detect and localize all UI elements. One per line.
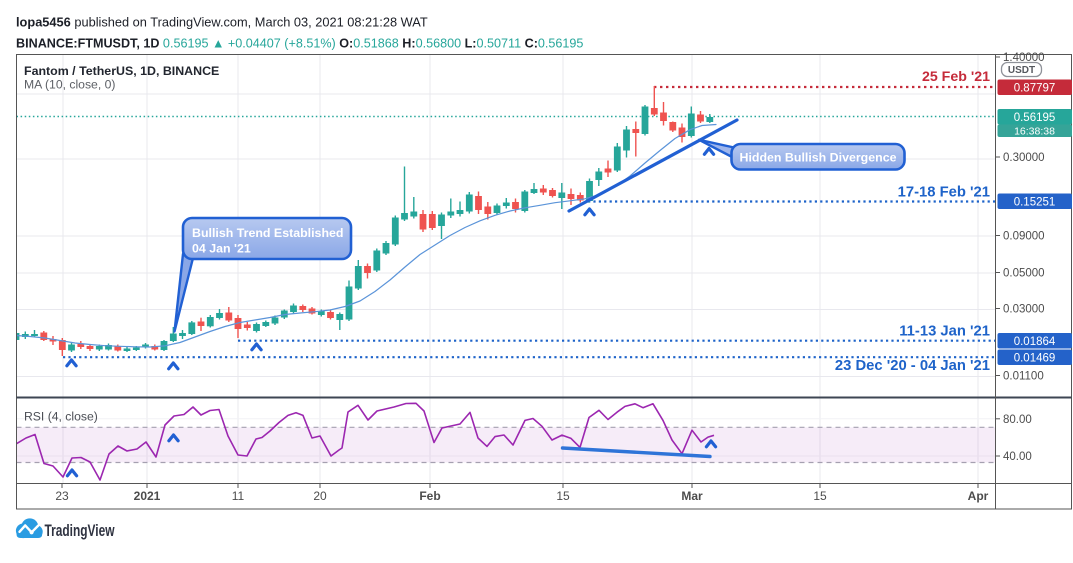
- svg-text:15: 15: [813, 489, 827, 503]
- svg-text:80.00: 80.00: [1003, 414, 1032, 426]
- svg-text:0.01100: 0.01100: [1003, 371, 1044, 383]
- svg-text:0.56195: 0.56195: [1014, 112, 1056, 124]
- svg-text:2021: 2021: [134, 489, 161, 503]
- svg-text:25 Feb '21: 25 Feb '21: [922, 69, 990, 85]
- svg-text:TradingView: TradingView: [45, 522, 115, 540]
- svg-text:0.05000: 0.05000: [1003, 268, 1045, 280]
- svg-text:11: 11: [232, 489, 245, 503]
- svg-text:1.40000: 1.40000: [1003, 52, 1045, 64]
- svg-text:RSI (4, close): RSI (4, close): [24, 410, 98, 424]
- svg-text:16:38:38: 16:38:38: [1014, 126, 1055, 138]
- svg-text:11-13 Jan '21: 11-13 Jan '21: [899, 324, 990, 340]
- svg-text:lopa5456 published on TradingV: lopa5456 published on TradingView.com, M…: [16, 15, 428, 30]
- svg-text:0.09000: 0.09000: [1003, 231, 1045, 243]
- svg-text:23: 23: [55, 489, 69, 503]
- svg-text:Hidden Bullish Divergence: Hidden Bullish Divergence: [740, 151, 897, 165]
- svg-text:Mar: Mar: [681, 489, 703, 503]
- svg-text:Feb: Feb: [419, 489, 440, 503]
- svg-text:40.00: 40.00: [1003, 451, 1032, 463]
- svg-text:0.87797: 0.87797: [1014, 82, 1056, 94]
- svg-text:0.03000: 0.03000: [1003, 304, 1045, 316]
- svg-text:MA (10, close, 0): MA (10, close, 0): [24, 78, 115, 92]
- svg-text:BINANCE:FTMUSDT, 1D 0.56195 ▲: BINANCE:FTMUSDT, 1D 0.56195 ▲ +0.04407 (…: [16, 37, 583, 51]
- svg-text:17-18 Feb '21: 17-18 Feb '21: [898, 185, 990, 201]
- svg-text:0.01864: 0.01864: [1014, 336, 1056, 348]
- svg-text:04 Jan '21: 04 Jan '21: [192, 242, 251, 256]
- svg-text:15: 15: [556, 489, 570, 503]
- svg-text:Bullish Trend Established: Bullish Trend Established: [192, 226, 343, 240]
- svg-text:23 Dec '20 - 04 Jan '21: 23 Dec '20 - 04 Jan '21: [835, 358, 990, 374]
- svg-text:USDT: USDT: [1008, 65, 1035, 76]
- svg-text:Fantom / TetherUS, 1D, BINANCE: Fantom / TetherUS, 1D, BINANCE: [24, 64, 219, 78]
- svg-text:0.15251: 0.15251: [1014, 196, 1056, 208]
- svg-text:Apr: Apr: [968, 489, 989, 503]
- svg-text:0.30000: 0.30000: [1003, 152, 1045, 164]
- svg-text:20: 20: [313, 489, 327, 503]
- svg-text:0.01469: 0.01469: [1014, 352, 1056, 364]
